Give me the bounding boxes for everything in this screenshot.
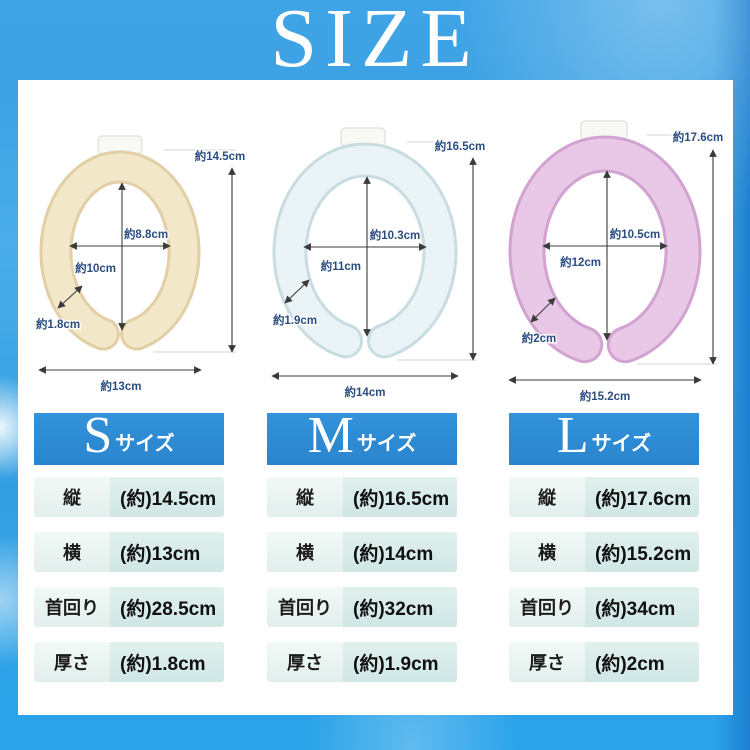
row-label: 横	[34, 532, 110, 572]
row-label: 横	[509, 532, 585, 572]
product-image-l: 約17.6cm 約10.5cm 約12cm 約2cm 約15.2cm	[508, 120, 725, 405]
row-label: 縦	[509, 477, 585, 517]
table-row: 縦 (約)17.6cm	[509, 477, 699, 517]
dim-height-label: 約14.5cm	[195, 149, 246, 163]
dim-thickness-label: 約1.9cm	[272, 313, 316, 327]
content-panel: 約14.5cm 約8.8cm 約10cm 約1.8cm 約13cm 約16.5c…	[18, 80, 733, 715]
row-value: (約)13cm	[110, 532, 224, 572]
row-label: 縦	[34, 477, 110, 517]
row-value: (約)1.8cm	[110, 642, 224, 682]
table-row: 厚さ (約)2cm	[509, 642, 699, 682]
size-table-m: M サイズ 縦 (約)16.5cm 横 (約)14cm 首回り (約)32cm …	[267, 407, 457, 682]
dim-height-label: 約16.5cm	[434, 139, 485, 153]
dim-inner-width-label: 約10.5cm	[610, 227, 661, 241]
dim-width-label: 約14cm	[344, 385, 385, 399]
row-label: 厚さ	[267, 642, 343, 682]
size-letter: S	[83, 407, 113, 465]
dim-width-label: 約13cm	[101, 379, 142, 393]
table-row: 縦 (約)16.5cm	[267, 477, 457, 517]
table-row: 縦 (約)14.5cm	[34, 477, 224, 517]
dim-inner-height-label: 約12cm	[560, 255, 601, 269]
size-table-s: S サイズ 縦 (約)14.5cm 横 (約)13cm 首回り (約)28.5c…	[34, 407, 224, 682]
table-row: 首回り (約)28.5cm	[34, 587, 224, 627]
size-letter: L	[556, 407, 589, 465]
row-value: (約)28.5cm	[110, 587, 224, 627]
neck-ring-body	[511, 138, 699, 361]
table-row: 厚さ (約)1.9cm	[267, 642, 457, 682]
row-value: (約)32cm	[343, 587, 457, 627]
row-label: 首回り	[34, 587, 110, 627]
table-row: 厚さ (約)1.8cm	[34, 642, 224, 682]
dim-height-label: 約17.6cm	[673, 130, 724, 144]
row-value: (約)14.5cm	[110, 477, 224, 517]
page-title: SIZE	[270, 0, 480, 85]
table-header-l: L サイズ	[509, 407, 699, 465]
dim-arrow-thickness	[57, 285, 83, 309]
size-letter: M	[307, 407, 354, 465]
dim-inner-width-label: 約8.8cm	[124, 227, 168, 241]
row-value: (約)15.2cm	[585, 532, 699, 572]
product-images-row: 約14.5cm 約8.8cm 約10cm 約1.8cm 約13cm 約16.5c…	[18, 80, 733, 413]
table-row: 横 (約)14cm	[267, 532, 457, 572]
row-label: 厚さ	[34, 642, 110, 682]
row-label: 首回り	[267, 587, 343, 627]
row-value: (約)16.5cm	[343, 477, 457, 517]
size-table-l: L サイズ 縦 (約)17.6cm 横 (約)15.2cm 首回り (約)34c…	[509, 407, 699, 682]
row-label: 縦	[267, 477, 343, 517]
row-value: (約)17.6cm	[585, 477, 699, 517]
row-value: (約)14cm	[343, 532, 457, 572]
table-header-m: M サイズ	[267, 407, 457, 465]
size-suffix: サイズ	[591, 433, 652, 455]
dim-inner-height-label: 約11cm	[320, 259, 360, 273]
product-image-m: 約16.5cm 約10.3cm 約11cm 約1.9cm 約14cm	[270, 127, 486, 401]
dim-inner-width-label: 約10.3cm	[369, 228, 420, 242]
row-label: 横	[267, 532, 343, 572]
dim-thickness-label: 約1.8cm	[36, 317, 80, 331]
dim-inner-height-label: 約10cm	[75, 261, 116, 275]
table-row: 首回り (約)32cm	[267, 587, 457, 627]
row-value: (約)1.9cm	[343, 642, 457, 682]
neck-ring-body	[275, 145, 454, 356]
table-row: 首回り (約)34cm	[509, 587, 699, 627]
size-tables-row: S サイズ 縦 (約)14.5cm 横 (約)13cm 首回り (約)28.5c…	[18, 407, 733, 715]
size-suffix: サイズ	[356, 433, 417, 455]
size-suffix: サイズ	[115, 433, 175, 455]
row-label: 厚さ	[509, 642, 585, 682]
dim-thickness-label: 約2cm	[522, 331, 557, 345]
row-label: 首回り	[509, 587, 585, 627]
table-header-s: S サイズ	[34, 407, 224, 465]
table-row: 横 (約)13cm	[34, 532, 224, 572]
product-image-s: 約14.5cm 約8.8cm 約10cm 約1.8cm 約13cm	[34, 135, 247, 395]
dim-arrow-thickness	[283, 279, 310, 304]
row-value: (約)2cm	[585, 642, 699, 682]
neck-ring-body	[42, 153, 198, 348]
table-row: 横 (約)15.2cm	[509, 532, 699, 572]
row-value: (約)34cm	[585, 587, 699, 627]
dim-width-label: 約15.2cm	[580, 389, 631, 403]
dim-arrow-thickness	[530, 297, 556, 323]
